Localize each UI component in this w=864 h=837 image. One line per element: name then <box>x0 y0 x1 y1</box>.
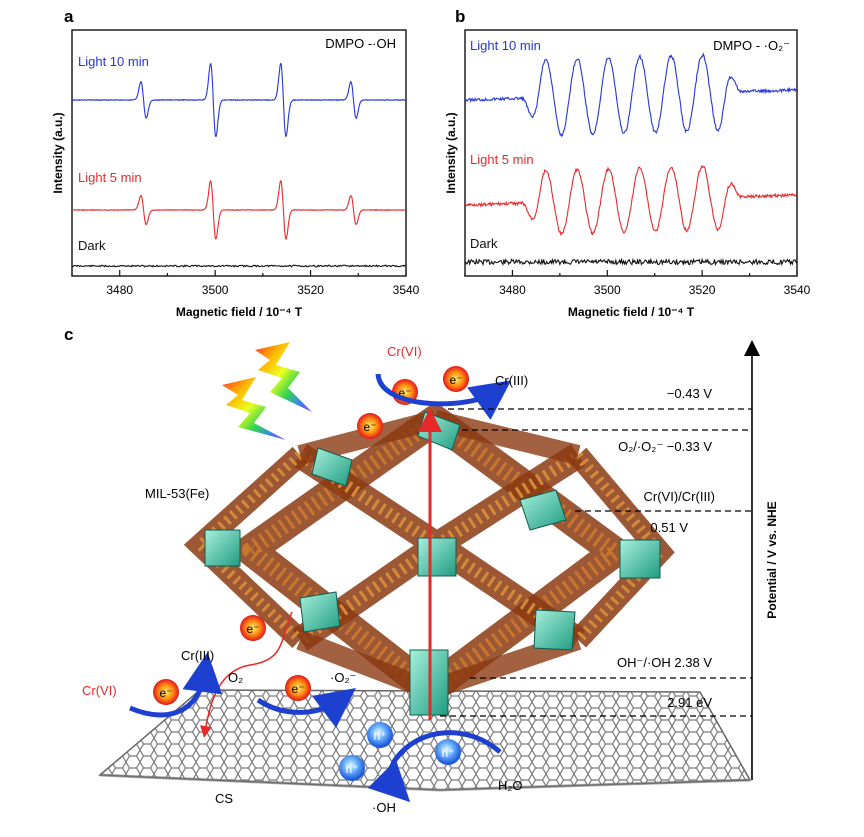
electron-o2: e⁻ <box>285 675 311 701</box>
panel-a-series-light5 <box>72 180 407 241</box>
xtick-label: 3520 <box>297 283 324 297</box>
cr3-top-label: Cr(III) <box>495 373 528 388</box>
level-label-cb: −0.43 V <box>667 386 713 401</box>
svg-text:e⁻: e⁻ <box>246 622 259 636</box>
octahedron-upper-right <box>519 489 567 531</box>
light-icon <box>222 342 312 440</box>
panel-b-title: DMPO - ·O₂⁻ <box>713 38 790 53</box>
svg-text:h⁺: h⁺ <box>373 729 386 743</box>
level-label-o2: O₂/·O₂⁻ −0.33 V <box>618 439 712 454</box>
panel-b-legend-dark: Dark <box>470 236 498 251</box>
panel-b-series-light5 <box>464 164 797 236</box>
panel-a-xlabel: Magnetic field / 10⁻⁴ T <box>176 305 303 319</box>
xtick-label: 3500 <box>594 283 621 297</box>
cr6-top-label: Cr(VI) <box>387 344 422 359</box>
panel-c-letter: c <box>64 325 73 344</box>
panel-a-frame <box>71 29 407 277</box>
oh-radical-label: ·OH <box>372 800 396 815</box>
xtick-label: 3480 <box>499 283 526 297</box>
electron-bottom-left: e⁻ <box>153 679 179 705</box>
panel-b-xlabel: Magnetic field / 10⁻⁴ T <box>568 305 695 319</box>
hole-3: h⁺ <box>435 739 461 765</box>
cr6-bottom-label: Cr(VI) <box>82 683 117 698</box>
octahedron-left <box>204 529 241 567</box>
electron-top-3: e⁻ <box>443 366 469 392</box>
xtick-label: 3540 <box>784 283 811 297</box>
octahedron-upper-left <box>311 447 353 487</box>
potential-axis-label: Potential / V vs. NHE <box>765 501 779 618</box>
panel-a-series-light10 <box>71 62 406 138</box>
panel-b-series-dark <box>464 257 798 267</box>
oxidation-arrow <box>367 730 502 803</box>
panel-b-letter: b <box>455 7 465 26</box>
panel-a-ylabel: Intensity (a.u.) <box>51 112 65 193</box>
panel-a: a 3480 3500 3520 3540 Magnetic field / 10⁻⁴… <box>51 7 420 319</box>
svg-text:e⁻: e⁻ <box>449 373 462 387</box>
octahedron-lower-right <box>533 609 576 651</box>
svg-text:e⁻: e⁻ <box>291 682 304 696</box>
xtick-label: 3540 <box>393 283 420 297</box>
octahedron-center <box>417 537 457 577</box>
panel-a-series-dark <box>71 264 407 268</box>
panel-b-legend-light10: Light 10 min <box>470 38 541 53</box>
level-label-oh: OH⁻/·OH 2.38 V <box>617 655 712 670</box>
o2-radical-label: ·O₂⁻ <box>330 670 356 685</box>
o2-label: O₂ <box>228 670 243 685</box>
electron-mid: e⁻ <box>240 615 266 641</box>
svg-text:e⁻: e⁻ <box>363 420 376 434</box>
hole-1: h⁺ <box>367 722 393 748</box>
o2-reduction-arrow <box>256 688 357 728</box>
reduction-arrow-bottom <box>129 652 223 718</box>
panel-a-xaxis: 3480 3500 3520 3540 <box>71 270 420 297</box>
panel-b-xaxis: 3480 3500 3520 3540 <box>464 270 811 297</box>
hole-2: h⁺ <box>339 755 365 781</box>
potential-levels: −0.43 V O₂/·O₂⁻ −0.33 V Cr(VI)/Cr(III) 0… <box>440 386 752 717</box>
panel-b: b 3480 3500 3520 3540 Magnetic field / 10⁻⁴… <box>444 7 811 319</box>
svg-text:h⁺: h⁺ <box>441 746 454 760</box>
panel-b-ylabel: Intensity (a.u.) <box>444 112 458 193</box>
xtick-label: 3480 <box>106 283 133 297</box>
cs-label: CS <box>215 791 233 806</box>
panel-a-legend-light5: Light 5 min <box>78 170 142 185</box>
panel-a-letter: a <box>64 7 74 26</box>
panel-b-legend-light5: Light 5 min <box>470 152 534 167</box>
svg-text:e⁻: e⁻ <box>159 686 172 700</box>
panel-a-title: DMPO -·OH <box>325 36 396 51</box>
xtick-label: 3500 <box>202 283 229 297</box>
panel-a-legend-light10: Light 10 min <box>78 54 149 69</box>
cr3-bottom-label: Cr(III) <box>181 648 214 663</box>
xtick-label: 3520 <box>689 283 716 297</box>
reduction-arrow-top <box>375 373 512 420</box>
level-label-cr-value: 0.51 V <box>650 520 688 535</box>
octahedron-right <box>619 539 661 579</box>
mil53-label: MIL-53(Fe) <box>145 486 209 501</box>
svg-text:h⁺: h⁺ <box>345 762 358 776</box>
level-label-cr: Cr(VI)/Cr(III) <box>644 489 715 504</box>
electron-top-1: e⁻ <box>357 413 383 439</box>
panel-b-frame <box>464 29 798 277</box>
octahedron-lower-left <box>299 591 341 633</box>
panel-a-legend-dark: Dark <box>78 238 106 253</box>
level-label-bandgap: 2.91 eV <box>667 695 712 710</box>
transfer-arrow <box>199 611 293 738</box>
h2o-label: H₂O <box>498 778 523 793</box>
panel-c: c CS MIL-53(Fe) <box>64 325 779 815</box>
panel-b-series-light10 <box>464 52 797 138</box>
